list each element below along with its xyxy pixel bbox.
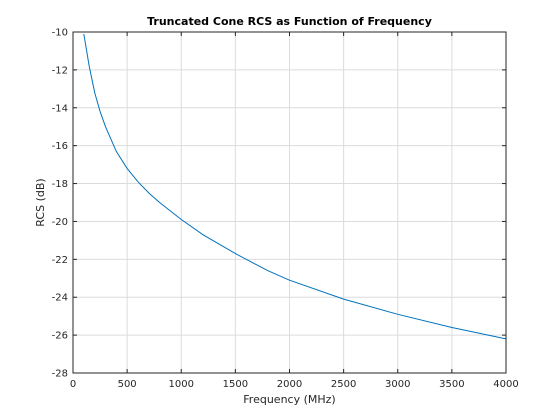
x-tick-label: 2000 — [277, 379, 302, 390]
plot-area — [83, 33, 507, 340]
x-tick-label: 3000 — [385, 379, 410, 390]
chart-title: Truncated Cone RCS as Function of Freque… — [147, 15, 432, 28]
y-tick-label: -24 — [52, 293, 68, 304]
y-tick-label: -22 — [52, 255, 68, 266]
y-tick-label: -12 — [52, 65, 68, 76]
x-tick-label: 4000 — [493, 379, 518, 390]
grid-lines — [72, 31, 507, 374]
y-tick-label: -26 — [52, 331, 68, 342]
y-tick-label: -14 — [52, 103, 68, 114]
rcs-series-line — [83, 33, 507, 340]
y-tick-label: -16 — [52, 141, 68, 152]
x-tick-label: 2500 — [331, 379, 356, 390]
y-tick-label: -28 — [52, 369, 68, 380]
x-axis-label: Frequency (MHz) — [243, 393, 335, 406]
x-tick-label: 500 — [118, 379, 137, 390]
x-tick-label: 0 — [70, 379, 76, 390]
y-tick-label: -10 — [52, 28, 68, 39]
x-tick-label: 3500 — [439, 379, 464, 390]
x-tick-label: 1500 — [223, 379, 248, 390]
y-tick-label: -18 — [52, 179, 68, 190]
y-axis-label: RCS (dB) — [34, 178, 47, 226]
x-tick-label: 1000 — [169, 379, 194, 390]
y-tick-label: -20 — [52, 217, 68, 228]
axis-ticks: 0 500 1000 1500 2000 2500 3000 3500 4000 -28 -26 -2… — [52, 28, 519, 391]
